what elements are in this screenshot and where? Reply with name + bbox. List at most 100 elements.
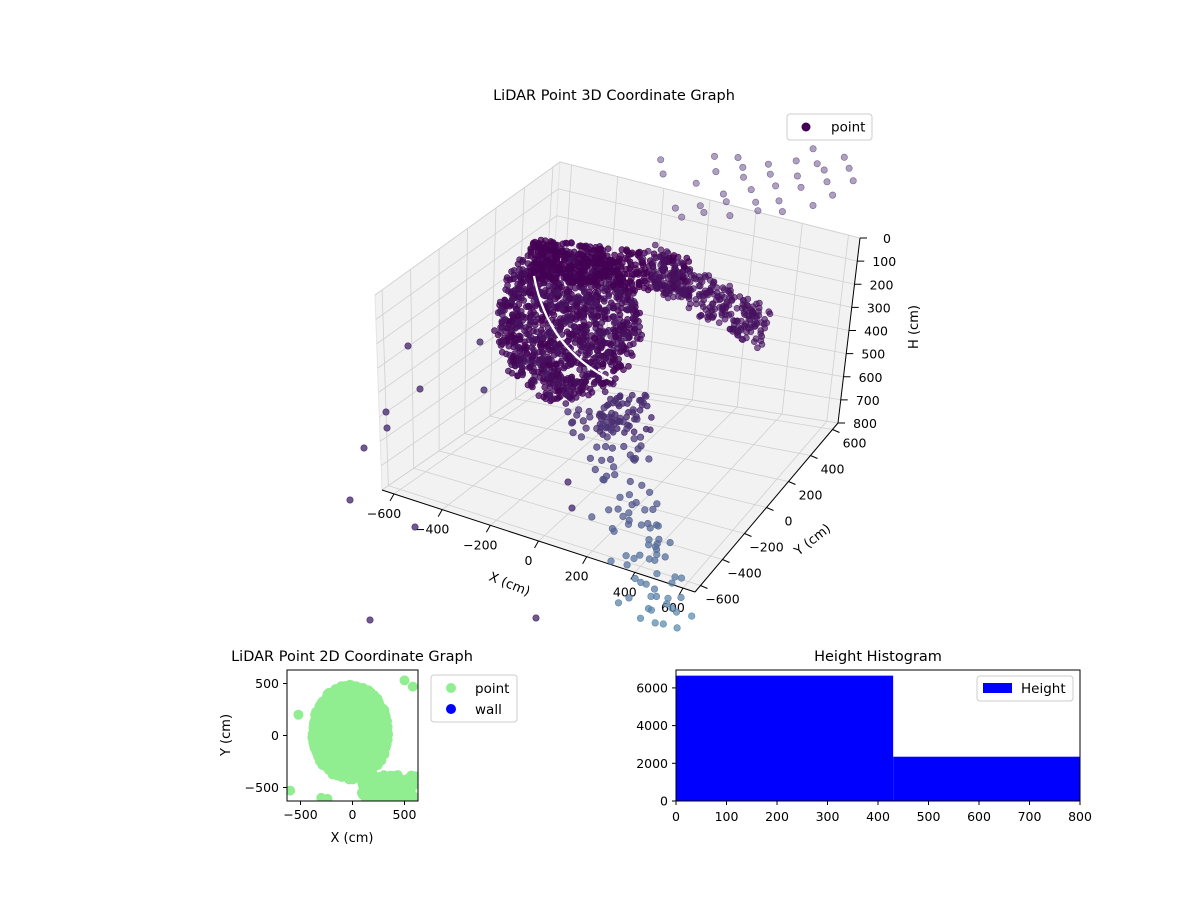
chart-3d-point xyxy=(537,326,545,334)
chart-3d-point xyxy=(615,326,623,334)
chart-2d-xtick-label: −500 xyxy=(283,807,317,822)
chart-2d-point xyxy=(333,750,344,761)
chart-3d-point xyxy=(514,285,522,293)
chart-3d-point xyxy=(517,322,524,330)
chart-3d-point xyxy=(809,202,817,210)
chart-3d-point xyxy=(652,282,660,290)
chart-3d-point xyxy=(641,506,649,514)
chart-3d-point xyxy=(602,379,609,386)
histogram-ytick-label: 6000 xyxy=(636,680,668,695)
chart-2d-point xyxy=(363,790,374,800)
chart-3d-point xyxy=(600,297,608,305)
chart-3d-point xyxy=(630,554,638,563)
chart-3d-point xyxy=(766,170,774,178)
chart-2d-legend-wall-marker xyxy=(446,704,456,714)
chart-3d-point xyxy=(700,209,708,217)
chart-3d-point xyxy=(628,306,635,314)
chart-3d-point xyxy=(672,608,681,616)
chart-3d-xtick-label: 400 xyxy=(613,584,637,599)
chart-3d-point xyxy=(584,249,592,256)
chart-3d-legend: point xyxy=(786,113,873,141)
chart-3d-point xyxy=(620,442,628,451)
chart-2d-point xyxy=(342,684,353,695)
chart-3d-xtick xyxy=(534,540,539,549)
chart-3d-point xyxy=(625,321,633,329)
chart-3d-point xyxy=(755,308,762,315)
chart-2d-point xyxy=(317,726,328,737)
chart-3d-point xyxy=(554,349,561,357)
chart-3d-point xyxy=(515,343,523,351)
chart-3d-point xyxy=(718,309,726,317)
chart-3d-point xyxy=(581,254,588,261)
chart-3d-point xyxy=(588,513,596,521)
chart-3d-point xyxy=(539,321,547,328)
chart-2d-ylabel: Y (cm) xyxy=(219,714,234,757)
chart-3d-point xyxy=(671,264,678,272)
chart-3d-point xyxy=(511,290,519,298)
chart-3d-point xyxy=(628,270,636,278)
chart-3d-grid-y xyxy=(464,433,767,508)
chart-3d-point xyxy=(563,274,570,282)
chart-3d-point xyxy=(576,366,584,373)
chart-3d-point xyxy=(594,313,602,320)
chart-3d-ztick-label: 300 xyxy=(867,300,891,315)
chart-2d-point xyxy=(287,785,296,796)
chart-3d-ztick-label: 400 xyxy=(864,324,888,339)
chart-3d-xtick xyxy=(678,587,684,596)
chart-2d-point xyxy=(293,709,304,720)
chart-3d-point xyxy=(660,263,667,271)
chart-3d-point xyxy=(666,538,674,547)
chart-3d-point xyxy=(612,333,620,341)
chart-3d-point xyxy=(696,313,703,320)
chart-3d-point xyxy=(618,339,625,347)
chart-3d-point xyxy=(346,496,354,504)
chart-3d-point xyxy=(685,304,693,312)
chart-3d-point xyxy=(754,344,761,352)
chart-3d-point xyxy=(623,425,631,433)
chart-3d-point xyxy=(519,364,526,372)
chart-3d-grid-z xyxy=(556,215,855,285)
chart-2d-point xyxy=(378,709,389,720)
histogram-xtick-label: 700 xyxy=(1018,809,1042,824)
chart-3d-point xyxy=(670,252,678,259)
chart-3d-point xyxy=(601,443,610,451)
chart-3d-point xyxy=(480,386,488,394)
chart-3d-point xyxy=(508,369,516,377)
chart-3d-point xyxy=(643,402,651,410)
chart-3d-point xyxy=(743,301,751,309)
chart-3d-point xyxy=(559,240,567,248)
chart-3d-point xyxy=(525,336,533,344)
chart-3d-point xyxy=(498,348,506,356)
chart-3d-point xyxy=(609,380,617,388)
chart-3d-point xyxy=(411,523,419,531)
chart-3d-point xyxy=(552,251,559,259)
chart-3d-point xyxy=(623,279,631,287)
chart-3d-point xyxy=(547,301,555,309)
chart-2d-point xyxy=(338,760,349,771)
chart-2d-point xyxy=(382,792,392,801)
chart-3d-point xyxy=(653,570,661,578)
chart-2d-point xyxy=(323,756,334,767)
histogram-bar xyxy=(676,675,894,801)
chart-3d-point xyxy=(530,308,537,316)
chart-3d-point xyxy=(661,553,669,561)
chart-3d-grid-z xyxy=(559,161,861,239)
chart-3d-point xyxy=(651,241,659,249)
chart-3d-point xyxy=(604,257,611,265)
chart-3d-point xyxy=(590,380,598,388)
chart-3d-point xyxy=(588,254,595,261)
chart-2d-point xyxy=(328,688,339,699)
chart-3d-point xyxy=(664,274,672,282)
chart-3d-point xyxy=(547,238,555,245)
chart-3d-point xyxy=(668,579,676,587)
chart-3d-point xyxy=(600,252,607,260)
chart-3d-point xyxy=(659,170,667,178)
chart-2d-point xyxy=(337,725,348,736)
chart-3d-point xyxy=(655,274,663,282)
chart-3d-point xyxy=(536,242,544,249)
chart-3d-point xyxy=(649,262,657,270)
chart-3d-points xyxy=(346,145,857,632)
chart-3d-point xyxy=(618,246,626,253)
chart-3d-point xyxy=(628,299,636,306)
chart-3d-point xyxy=(598,267,606,274)
